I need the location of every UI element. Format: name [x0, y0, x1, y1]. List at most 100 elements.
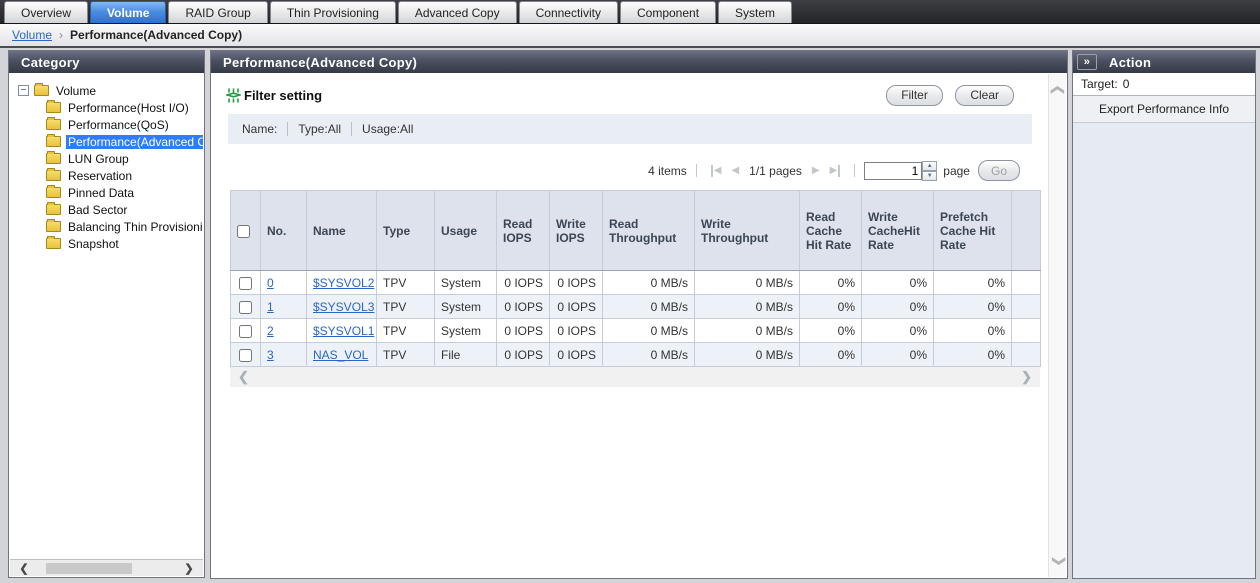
filter-button[interactable]: Filter	[886, 84, 943, 106]
sidebar-item-balancing-thin-provisioning[interactable]: Balancing Thin Provisioning	[10, 218, 203, 235]
filter-summary-name: Name:	[242, 122, 278, 136]
sidebar-item-snapshot[interactable]: Snapshot	[10, 235, 203, 252]
tab-advanced-copy[interactable]: Advanced Copy	[397, 1, 517, 23]
target-label: Target:	[1081, 77, 1118, 91]
previous-page-icon[interactable]: ◀	[731, 164, 740, 176]
cell-read-throughput: 0 MB/s	[602, 318, 695, 343]
table-row: 0 $SYSVOL2 TPV System 0 IOPS 0 IOPS 0 MB…	[230, 270, 1041, 295]
pagination-bar: 4 items ◀ ◀ 1/1 pages ▶ ▶ ▲ ▼ page Go	[212, 160, 1020, 181]
performance-table: No. Name Type Usage Read IOPS Write IOPS…	[230, 190, 1041, 367]
table-row: 1 $SYSVOL3 TPV System 0 IOPS 0 IOPS 0 MB…	[230, 294, 1041, 319]
breadcrumb-link-volume[interactable]: Volume	[12, 28, 53, 42]
spinner-up-icon[interactable]: ▲	[922, 160, 938, 171]
clear-button[interactable]: Clear	[955, 84, 1014, 106]
sidebar-item-bad-sector[interactable]: Bad Sector	[10, 201, 203, 218]
cell-usage: File	[434, 342, 497, 367]
table-horizontal-scrollbar[interactable]: ❮ ❯	[230, 367, 1040, 387]
action-panel: » Action Target: 0 Export Performance In…	[1072, 50, 1256, 579]
folder-icon	[46, 117, 61, 130]
table-row: 3 NAS_VOL TPV File 0 IOPS 0 IOPS 0 MB/s …	[230, 342, 1041, 367]
volume-name-link[interactable]: $SYSVOL3	[313, 299, 375, 314]
col-type: Type	[376, 190, 435, 271]
tab-raid-group[interactable]: RAID Group	[168, 1, 268, 23]
cell-filler	[1011, 270, 1041, 295]
select-all-checkbox[interactable]	[237, 224, 250, 238]
volume-no-link[interactable]: 1	[267, 299, 274, 314]
row-checkbox[interactable]	[239, 324, 252, 338]
page-label: page	[943, 163, 970, 178]
filter-buttons: Filter Clear	[878, 84, 1014, 106]
cell-read-cache-hit: 0%	[799, 342, 862, 367]
action-panel-title: Action	[1109, 54, 1152, 70]
col-read-cache-hit-rate: Read Cache Hit Rate	[799, 190, 862, 271]
cell-filler	[1011, 294, 1041, 319]
scroll-down-icon[interactable]: ❮	[1050, 555, 1065, 567]
col-read-iops: Read IOPS	[496, 190, 550, 271]
next-page-icon[interactable]: ▶	[811, 164, 820, 176]
go-button[interactable]: Go	[977, 160, 1020, 181]
sidebar-item-pinned-data[interactable]: Pinned Data	[10, 184, 203, 201]
cell-type: TPV	[376, 342, 435, 367]
scroll-right-icon[interactable]: ❯	[184, 562, 194, 575]
collapse-panel-icon[interactable]: »	[1077, 54, 1097, 70]
sidebar-item-label: Performance(Host I/O)	[68, 100, 189, 115]
cell-type: TPV	[376, 270, 435, 295]
tab-overview[interactable]: Overview	[4, 1, 89, 23]
divider	[854, 164, 856, 177]
page-number-input[interactable]	[864, 161, 923, 180]
folder-icon	[34, 83, 49, 96]
volume-no-link[interactable]: 0	[267, 275, 274, 290]
tab-volume[interactable]: Volume	[90, 1, 167, 23]
sidebar-item-reservation[interactable]: Reservation	[10, 167, 203, 184]
first-page-icon[interactable]: ◀	[710, 164, 721, 177]
table-header-row: No. Name Type Usage Read IOPS Write IOPS…	[230, 190, 1041, 271]
tree-node-volume[interactable]: − Volume	[10, 82, 203, 99]
cell-write-throughput: 0 MB/s	[694, 270, 800, 295]
main-vertical-scrollbar[interactable]: ❮ ❮	[1048, 74, 1066, 577]
tab-thin-provisioning[interactable]: Thin Provisioning	[269, 1, 396, 23]
folder-icon	[46, 151, 61, 164]
col-read-throughput: Read Throughput	[602, 190, 695, 271]
row-checkbox[interactable]	[239, 348, 252, 362]
cell-write-cache-hit: 0%	[861, 294, 934, 319]
col-write-iops: Write IOPS	[549, 190, 603, 271]
scroll-right-icon[interactable]: ❯	[1021, 369, 1032, 384]
tab-component[interactable]: Component	[619, 1, 717, 23]
volume-name-link[interactable]: $SYSVOL2	[313, 275, 375, 290]
last-page-icon[interactable]: ▶	[830, 164, 841, 177]
sidebar-horizontal-scrollbar[interactable]: ❮ ❯	[10, 559, 203, 576]
cell-read-cache-hit: 0%	[799, 270, 862, 295]
spinner-down-icon[interactable]: ▼	[922, 170, 938, 181]
scrollbar-thumb[interactable]	[46, 562, 133, 574]
target-row: Target: 0	[1073, 73, 1255, 96]
scroll-left-icon[interactable]: ❮	[19, 562, 29, 575]
scroll-up-icon[interactable]: ❮	[1051, 84, 1066, 96]
volume-no-link[interactable]: 3	[267, 347, 274, 362]
sidebar-item-label: Bad Sector	[68, 202, 128, 217]
export-performance-info-button[interactable]: Export Performance Info	[1073, 96, 1255, 123]
folder-icon	[46, 100, 61, 113]
sidebar-item-performance-host-io[interactable]: Performance(Host I/O)	[10, 99, 203, 116]
row-checkbox[interactable]	[239, 300, 252, 314]
col-usage: Usage	[434, 190, 497, 271]
main-panel: Performance(Advanced Copy) ❮ ❮	[210, 50, 1068, 579]
page-title: Performance(Advanced Copy)	[211, 51, 1067, 73]
cell-read-iops: 0 IOPS	[496, 294, 550, 319]
volume-no-link[interactable]: 2	[267, 323, 274, 338]
collapse-expander-icon[interactable]: −	[18, 85, 29, 96]
cell-usage: System	[434, 294, 497, 319]
cell-type: TPV	[376, 294, 435, 319]
sidebar-item-performance-qos[interactable]: Performance(QoS)	[10, 116, 203, 133]
volume-name-link[interactable]: $SYSVOL1	[313, 323, 375, 338]
tab-connectivity[interactable]: Connectivity	[518, 1, 618, 23]
sidebar-item-lun-group[interactable]: LUN Group	[10, 150, 203, 167]
filter-setting-title: Filter setting	[226, 88, 322, 103]
volume-name-link[interactable]: NAS_VOL	[313, 347, 369, 362]
folder-icon	[46, 168, 61, 181]
scroll-left-icon[interactable]: ❮	[238, 369, 249, 384]
cell-write-throughput: 0 MB/s	[694, 294, 800, 319]
tab-system[interactable]: System	[718, 1, 793, 23]
scrollbar-track[interactable]	[32, 562, 181, 574]
sidebar-item-performance-advanced-copy[interactable]: Performance(Advanced Copy)	[10, 133, 203, 150]
row-checkbox[interactable]	[239, 276, 252, 290]
